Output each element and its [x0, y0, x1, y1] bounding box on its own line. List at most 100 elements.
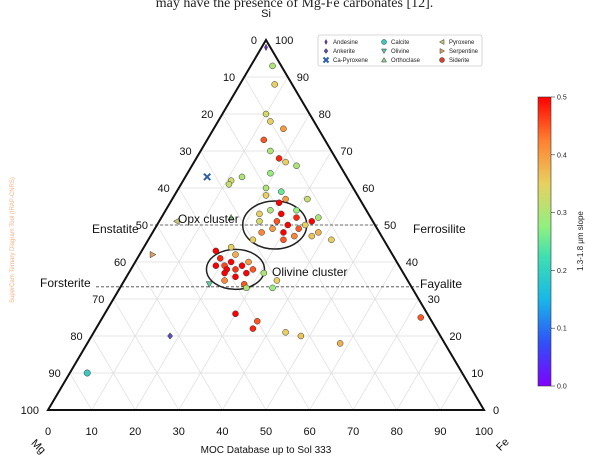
- colorbar-tick-label: 0.0: [557, 384, 567, 391]
- data-point: [282, 329, 289, 336]
- mineral-marker-ankerite: [167, 332, 173, 340]
- data-point: [249, 236, 257, 244]
- mineral-marker-calcite: [83, 369, 91, 377]
- mineral-marker-pyroxene: [172, 217, 180, 225]
- data-point: [267, 147, 274, 155]
- colorbar-tick-label: 0.1: [557, 326, 567, 333]
- fe-tick-label: 60: [362, 183, 374, 195]
- data-point: [280, 125, 287, 133]
- bottom-axis-ticks: 0 10 20 30 40 50 60 70 80 90 100: [45, 426, 493, 438]
- legend-marker-serpentine: [439, 48, 446, 54]
- bottom-tick-label: 70: [347, 426, 359, 438]
- data-point: [308, 218, 316, 225]
- data-point: [297, 332, 305, 340]
- colorbar-tick-label: 0.5: [557, 95, 567, 102]
- data-point: [221, 269, 228, 277]
- data-point: [249, 325, 257, 332]
- data-point: [280, 236, 287, 244]
- legend-marker-pyroxene: [438, 39, 445, 45]
- data-point: [278, 188, 285, 195]
- grid-line: [243, 76, 441, 411]
- grid-line: [91, 335, 136, 411]
- data-point: [262, 184, 270, 192]
- fe-tick-label: 80: [319, 109, 331, 121]
- cluster-ellipse: [205, 248, 266, 291]
- bottom-tick-label: 80: [391, 426, 403, 438]
- fe-tick-label: 20: [449, 331, 461, 343]
- ternary-grid: [69, 76, 463, 411]
- bottom-tick-label: 100: [475, 426, 493, 438]
- fe-tick-label: 70: [340, 146, 352, 158]
- legend-label: Siderite: [449, 58, 470, 64]
- data-point: [275, 155, 283, 162]
- grid-line: [178, 150, 332, 411]
- data-point: [212, 247, 220, 255]
- mg-tick-label: 30: [179, 146, 191, 158]
- bottom-tick-label: 90: [434, 426, 446, 438]
- data-point: [269, 225, 276, 232]
- label-ferrosilite: Ferrosilite: [413, 222, 466, 236]
- bottom-tick-label: 40: [216, 426, 228, 438]
- legend-label: Pyroxene: [449, 40, 475, 46]
- colorbar-ticks: 0.0 0.1 0.2 0.3 0.4 0.5: [551, 95, 567, 391]
- data-point: [293, 162, 300, 170]
- mg-tick-label: 60: [114, 257, 126, 269]
- watermark-text: SuperCam Ternary Diagram Tool (IRAP-CNRS…: [10, 177, 16, 303]
- legend-marker-ankerite: [323, 48, 329, 54]
- grid-line: [396, 335, 441, 411]
- data-point: [221, 277, 228, 284]
- data-point: [315, 229, 322, 236]
- bottom-tick-label: 20: [129, 426, 141, 438]
- legend-marker-andesine: [324, 38, 328, 46]
- data-point: [315, 214, 322, 221]
- caption-fragment: may have the presence of Mg-Fe carbonate…: [155, 0, 434, 11]
- fe-tick-label: 40: [406, 257, 418, 269]
- data-point: [232, 310, 239, 318]
- data-point: [269, 62, 276, 70]
- fe-tick-label: 90: [297, 72, 309, 84]
- legend-marker-olivine: [381, 48, 387, 55]
- colorbar-tick-label: 0.3: [557, 210, 567, 217]
- legend: Andesine Ankerite Ca-Pyroxene Calcite Olivin…: [317, 34, 483, 67]
- legend-label: Ca-Pyroxene: [333, 58, 369, 64]
- bottom-tick-label: 50: [260, 426, 272, 438]
- label-enstatite: Enstatite: [92, 222, 139, 236]
- legend-label: Orthoclase: [391, 58, 421, 64]
- fe-tick-label: 100: [275, 35, 293, 47]
- data-point: [278, 210, 285, 218]
- mg-tick-label: 50: [136, 220, 148, 232]
- data-point: [262, 110, 270, 118]
- grid-line: [440, 372, 463, 411]
- fe-tick-label: 50: [384, 220, 396, 232]
- legend-label: Serpentine: [449, 49, 479, 55]
- data-point: [308, 232, 316, 240]
- data-point: [282, 195, 289, 203]
- grid-line: [156, 224, 267, 411]
- data-point: [301, 221, 309, 229]
- fe-tick-label: 30: [428, 294, 440, 306]
- label-fayalite: Fayalite: [420, 277, 462, 291]
- data-point: [256, 218, 263, 225]
- grid-line: [352, 298, 419, 411]
- mineral-marker-olivine: [205, 281, 213, 288]
- data-point: [238, 262, 246, 269]
- legend-marker-calcite: [381, 39, 387, 45]
- corner-label-si: Si: [261, 8, 271, 20]
- mineral-markers: [83, 43, 268, 377]
- label-opx-cluster: Opx cluster: [178, 212, 239, 226]
- data-points: [212, 62, 425, 347]
- label-forsterite: Forsterite: [40, 276, 91, 290]
- bottom-tick-label: 30: [173, 426, 185, 438]
- grid-line: [265, 224, 376, 411]
- mineral-marker-andesine: [264, 43, 268, 52]
- grid-line: [134, 261, 223, 411]
- data-point: [262, 192, 270, 199]
- data-point: [417, 314, 425, 321]
- data-point: [336, 340, 344, 347]
- mg-tick-label: 20: [201, 109, 213, 121]
- legend-label: Andesine: [333, 40, 359, 46]
- grid-line: [91, 76, 289, 411]
- data-point: [227, 243, 235, 251]
- data-point: [273, 277, 281, 284]
